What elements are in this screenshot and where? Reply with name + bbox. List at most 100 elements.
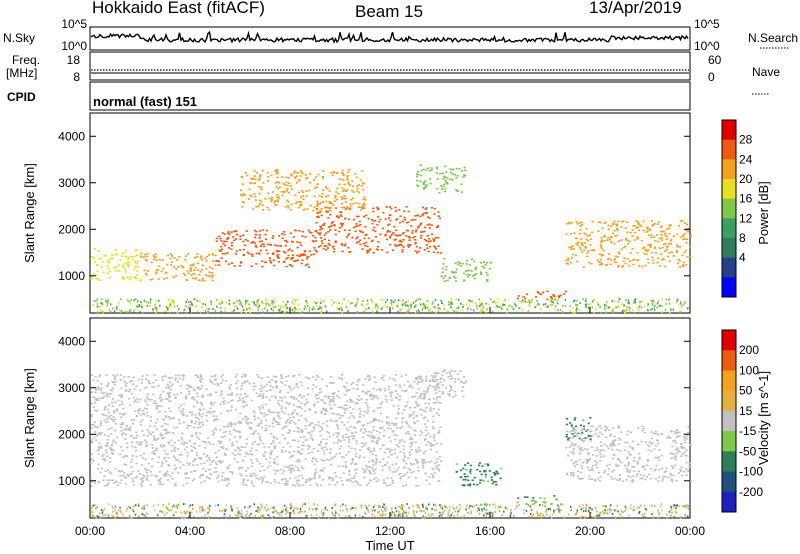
- heatmap-cell: [250, 473, 253, 475]
- heatmap-cell: [176, 448, 179, 450]
- heatmap-cell: [230, 244, 233, 247]
- heatmap-cell: [594, 449, 597, 452]
- heatmap-cell: [184, 472, 187, 475]
- heatmap-cell: [335, 198, 339, 201]
- heatmap-cell: [193, 442, 196, 445]
- heatmap-cell: [307, 424, 310, 427]
- heatmap-cell: [297, 446, 300, 449]
- heatmap-cell: [252, 485, 255, 487]
- heatmap-cell: [109, 447, 112, 449]
- heatmap-cell: [153, 255, 156, 258]
- heatmap-cell: [553, 295, 556, 297]
- heatmap-cell: [312, 306, 315, 309]
- heatmap-cell: [604, 436, 607, 438]
- heatmap-cell: [319, 306, 321, 309]
- heatmap-cell: [345, 381, 348, 384]
- heatmap-cell: [210, 303, 212, 306]
- heatmap-cell: [265, 302, 267, 305]
- heatmap-cell: [242, 193, 245, 195]
- heatmap-cell: [520, 300, 523, 303]
- heatmap-cell: [310, 430, 313, 433]
- heatmap-cell: [161, 425, 164, 427]
- heatmap-cell: [587, 434, 590, 437]
- heatmap-cell: [431, 374, 434, 377]
- heatmap-cell: [191, 449, 194, 452]
- heatmap-cell: [186, 270, 189, 272]
- heatmap-cell: [154, 306, 157, 309]
- heatmap-cell: [622, 480, 625, 482]
- heatmap-cell: [641, 425, 644, 428]
- heatmap-cell: [155, 449, 158, 452]
- heatmap-cell: [442, 370, 445, 373]
- heatmap-cell: [415, 415, 418, 418]
- heatmap-cell: [291, 467, 294, 469]
- heatmap-cell: [121, 470, 124, 472]
- heatmap-cell: [376, 439, 379, 442]
- heatmap-cell: [508, 304, 510, 307]
- heatmap-cell: [205, 414, 208, 417]
- heatmap-cell: [423, 226, 426, 229]
- heatmap-cell: [214, 466, 217, 469]
- heatmap-cell: [92, 304, 94, 307]
- heatmap-cell: [579, 225, 582, 227]
- heatmap-cell: [306, 263, 309, 265]
- heatmap-cell: [461, 309, 463, 312]
- heatmap-cell: [287, 177, 290, 179]
- heatmap-cell: [416, 184, 419, 187]
- heatmap-cell: [623, 464, 626, 467]
- heatmap-cell: [145, 471, 148, 474]
- heatmap-cell: [417, 171, 420, 173]
- heatmap-cell: [479, 272, 483, 275]
- heatmap-cell: [433, 372, 436, 374]
- heatmap-cell: [643, 468, 646, 471]
- heatmap-cell: [177, 266, 180, 268]
- heatmap-cell: [297, 484, 300, 487]
- heatmap-cell: [410, 306, 412, 309]
- heatmap-cell: [152, 435, 155, 438]
- heatmap-cell: [600, 449, 603, 451]
- heatmap-cell: [414, 231, 417, 233]
- heatmap-cell: [323, 459, 326, 462]
- heatmap-cell: [313, 405, 316, 407]
- heatmap-cell: [443, 257, 446, 260]
- heatmap-cell: [424, 416, 427, 418]
- heatmap-cell: [415, 484, 418, 487]
- heatmap-cell: [345, 236, 348, 239]
- heatmap-cell: [298, 374, 301, 376]
- heatmap-cell: [335, 301, 337, 304]
- heatmap-cell: [106, 445, 109, 447]
- heatmap-cell: [595, 307, 597, 310]
- heatmap-cell: [317, 215, 320, 218]
- heatmap-cell: [208, 477, 211, 480]
- heatmap-cell: [599, 476, 602, 478]
- heatmap-cell: [339, 406, 343, 409]
- heatmap-cell: [235, 440, 238, 443]
- heatmap-cell: [438, 387, 441, 389]
- heatmap-cell: [288, 451, 291, 453]
- heatmap-cell: [437, 385, 440, 387]
- heatmap-cell: [436, 178, 439, 180]
- heatmap-cell: [296, 241, 299, 243]
- heatmap-cell: [236, 446, 239, 449]
- heatmap-cell: [248, 181, 252, 184]
- heatmap-cell: [328, 476, 331, 478]
- heatmap-cell: [188, 411, 192, 414]
- heatmap-cell: [244, 415, 247, 418]
- heatmap-cell: [598, 425, 601, 427]
- heatmap-cell: [345, 466, 348, 469]
- heatmap-cell: [96, 397, 99, 400]
- heatmap-cell: [462, 386, 465, 388]
- heatmap-cell: [193, 459, 196, 461]
- heatmap-cell: [145, 396, 148, 399]
- heatmap-cell: [149, 416, 153, 418]
- heatmap-cell: [161, 483, 164, 486]
- heatmap-cell: [430, 445, 433, 448]
- heatmap-cell: [166, 453, 169, 456]
- heatmap-cell: [99, 433, 102, 436]
- heatmap-cell: [417, 309, 420, 312]
- heatmap-cell: [670, 251, 673, 253]
- heatmap-cell: [616, 256, 619, 258]
- heatmap-cell: [168, 464, 171, 467]
- heatmap-cell: [104, 421, 107, 424]
- heatmap-cell: [295, 384, 298, 387]
